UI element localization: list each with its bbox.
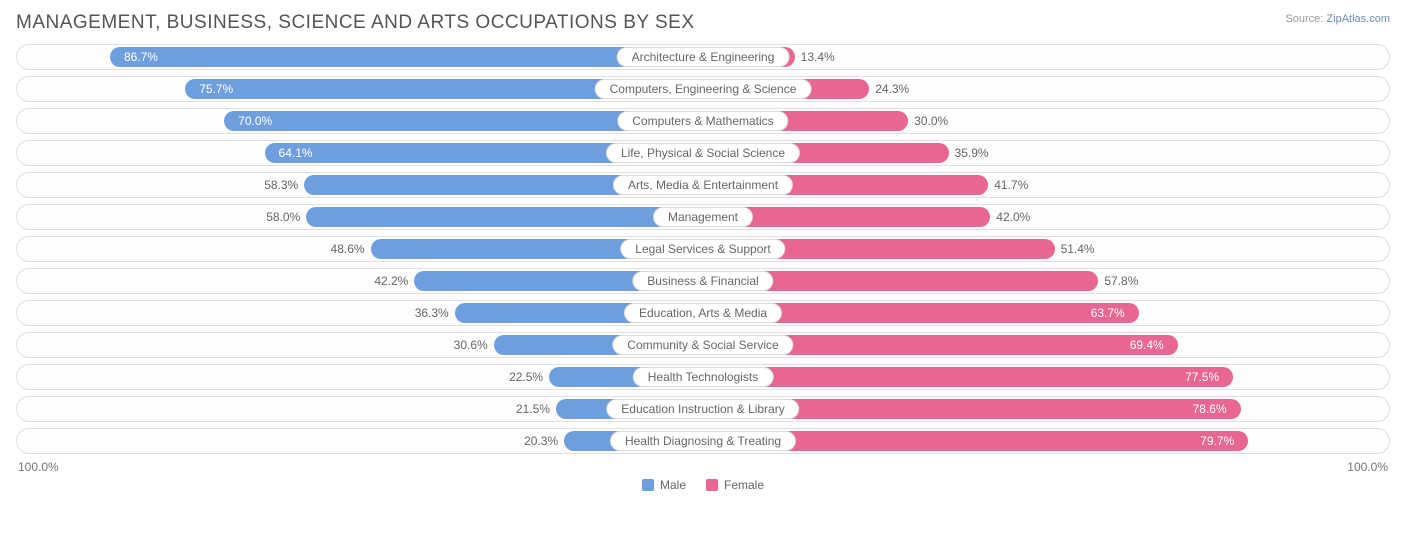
female-pct-label: 79.7%	[1200, 434, 1234, 448]
chart-row: 58.3% 41.7% Arts, Media & Entertainment	[16, 172, 1390, 198]
category-label: Computers, Engineering & Science	[595, 79, 812, 99]
chart-row: 64.1% 35.9% Life, Physical & Social Scienc…	[16, 140, 1390, 166]
occupation-chart: 86.7% 13.4% Architecture & Engineering 75.7…	[16, 44, 1390, 454]
female-pct-label: 30.0%	[914, 114, 948, 128]
male-bar	[306, 207, 703, 227]
legend-female-swatch	[706, 479, 718, 491]
male-pct-label: 75.7%	[199, 82, 233, 96]
chart-row: 86.7% 13.4% Architecture & Engineering	[16, 44, 1390, 70]
category-label: Management	[653, 207, 753, 227]
category-label: Health Technologists	[633, 367, 774, 387]
female-pct-label: 77.5%	[1185, 370, 1219, 384]
male-pct-label: 30.6%	[454, 338, 488, 352]
male-pct-label: 22.5%	[509, 370, 543, 384]
category-label: Legal Services & Support	[620, 239, 785, 259]
category-label: Life, Physical & Social Science	[606, 143, 800, 163]
male-pct-label: 86.7%	[124, 50, 158, 64]
category-label: Community & Social Service	[612, 335, 793, 355]
legend-male-swatch	[642, 479, 654, 491]
axis-left-label: 100.0%	[18, 460, 59, 474]
source-name: ZipAtlas.com	[1326, 13, 1390, 25]
male-pct-label: 21.5%	[516, 402, 550, 416]
legend: Male Female	[16, 478, 1390, 492]
male-pct-label: 58.3%	[264, 178, 298, 192]
female-pct-label: 57.8%	[1104, 274, 1138, 288]
male-pct-label: 70.0%	[238, 114, 272, 128]
chart-row: 20.3% 79.7% Health Diagnosing & Treating	[16, 428, 1390, 454]
category-label: Education Instruction & Library	[606, 399, 799, 419]
category-label: Business & Financial	[632, 271, 773, 291]
female-pct-label: 41.7%	[994, 178, 1028, 192]
male-pct-label: 58.0%	[266, 210, 300, 224]
female-pct-label: 78.6%	[1193, 402, 1227, 416]
male-pct-label: 20.3%	[524, 434, 558, 448]
chart-row: 48.6% 51.4% Legal Services & Support	[16, 236, 1390, 262]
male-pct-label: 42.2%	[374, 274, 408, 288]
female-pct-label: 24.3%	[875, 82, 909, 96]
male-pct-label: 48.6%	[331, 242, 365, 256]
category-label: Architecture & Engineering	[617, 47, 790, 67]
female-pct-label: 42.0%	[996, 210, 1030, 224]
male-bar	[110, 47, 703, 67]
category-label: Health Diagnosing & Treating	[610, 431, 796, 451]
chart-source: Source: ZipAtlas.com	[1285, 12, 1390, 26]
female-pct-label: 69.4%	[1130, 338, 1164, 352]
chart-row: 70.0% 30.0% Computers & Mathematics	[16, 108, 1390, 134]
male-pct-label: 64.1%	[279, 146, 313, 160]
category-label: Education, Arts & Media	[624, 303, 782, 323]
chart-header: MANAGEMENT, BUSINESS, SCIENCE AND ARTS O…	[16, 12, 1390, 34]
chart-row: 36.3% 63.7% Education, Arts & Media	[16, 300, 1390, 326]
female-pct-label: 63.7%	[1091, 306, 1125, 320]
axis-right-label: 100.0%	[1347, 460, 1388, 474]
legend-female-label: Female	[724, 478, 764, 492]
chart-row: 42.2% 57.8% Business & Financial	[16, 268, 1390, 294]
chart-row: 21.5% 78.6% Education Instruction & Librar…	[16, 396, 1390, 422]
female-pct-label: 35.9%	[955, 146, 989, 160]
chart-row: 22.5% 77.5% Health Technologists	[16, 364, 1390, 390]
category-label: Arts, Media & Entertainment	[613, 175, 793, 195]
female-bar	[703, 367, 1233, 387]
source-label: Source:	[1285, 13, 1323, 25]
legend-male: Male	[642, 478, 686, 492]
male-pct-label: 36.3%	[415, 306, 449, 320]
chart-title: MANAGEMENT, BUSINESS, SCIENCE AND ARTS O…	[16, 12, 695, 34]
legend-male-label: Male	[660, 478, 686, 492]
category-label: Computers & Mathematics	[617, 111, 788, 131]
x-axis: 100.0% 100.0%	[16, 460, 1390, 474]
female-pct-label: 51.4%	[1061, 242, 1095, 256]
chart-row: 30.6% 69.4% Community & Social Service	[16, 332, 1390, 358]
chart-row: 58.0% 42.0% Management	[16, 204, 1390, 230]
female-pct-label: 13.4%	[801, 50, 835, 64]
legend-female: Female	[706, 478, 764, 492]
chart-row: 75.7% 24.3% Computers, Engineering & Scien…	[16, 76, 1390, 102]
